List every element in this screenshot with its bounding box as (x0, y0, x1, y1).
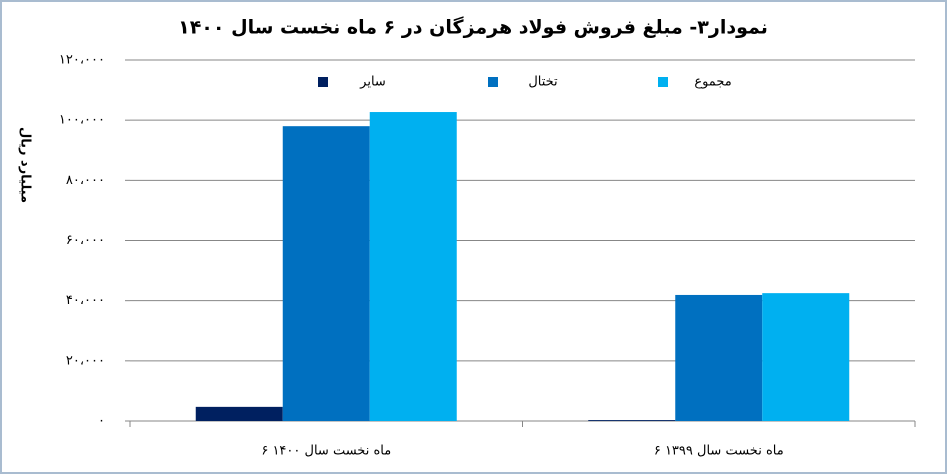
bar (282, 126, 370, 421)
bar (762, 293, 850, 421)
bar (195, 406, 283, 421)
y-tick-label: ۱۰۰،۰۰۰ (59, 113, 105, 128)
chart-title: نمودار۳- مبلغ فروش فولاد هرمزگان در ۶ ما… (178, 16, 768, 39)
x-tick-label: ۶ ماه نخست سال ۱۳۹۹ (654, 444, 784, 459)
x-tick-label: ۶ ماه نخست سال ۱۴۰۰ (261, 444, 391, 459)
bar (588, 420, 676, 421)
y-axis-label: میلیارد ریال (18, 127, 33, 203)
legend-label: تختال (528, 75, 558, 90)
y-tick-label: ۴۰،۰۰۰ (66, 293, 105, 308)
legend-swatch (658, 77, 668, 87)
y-tick-label: ۲۰،۰۰۰ (66, 353, 105, 368)
bar (675, 294, 763, 421)
y-tick-label: ۱۲۰،۰۰۰ (59, 53, 105, 68)
y-tick-label: ۶۰،۰۰۰ (66, 233, 105, 248)
legend-swatch (318, 77, 328, 87)
bar (369, 112, 457, 422)
legend-label: سایر (359, 75, 386, 90)
y-tick-label: ۸۰،۰۰۰ (66, 173, 105, 188)
legend-label: مجموع (694, 75, 731, 90)
legend-swatch (488, 77, 498, 87)
y-tick-label: ۰ (98, 414, 105, 429)
